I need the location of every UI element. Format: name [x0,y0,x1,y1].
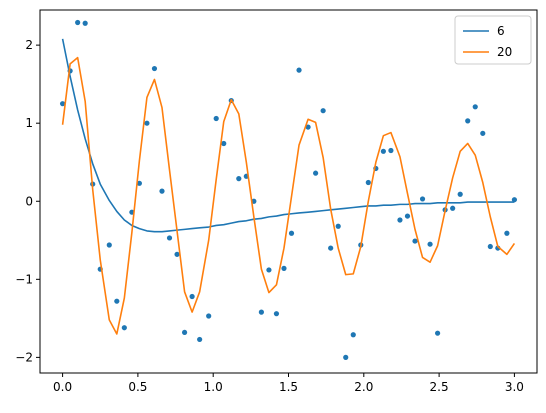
y-tick-label-3: 1 [25,116,33,130]
scatter-point-18 [197,336,203,343]
x-tick-label-4: 2.0 [354,380,373,394]
scatter-point-47 [419,196,426,202]
legend-label-20: 20 [497,45,512,59]
x-tick-label-3: 1.5 [279,380,298,394]
y-tick-label-2: 0 [25,194,33,208]
x-tick-label-6: 3.0 [505,380,524,394]
y-axis: −2 −1 0 1 2 [15,38,40,364]
scatter-point-3 [82,20,88,26]
scatter-point-23 [236,176,242,182]
scatter-point-34 [320,108,326,114]
scatter-point-26 [258,309,264,315]
scatter-point-36 [335,223,341,229]
series-lines [61,38,516,335]
scatter-point-14 [166,235,173,241]
scatter-point-58 [504,230,510,236]
scatter-point-13 [159,188,165,194]
y-tick-label-0: −2 [15,350,33,364]
legend-label-6: 6 [497,24,505,38]
scatter-point-37 [343,354,349,360]
scatter-point-55 [480,130,486,136]
scatter-point-59 [511,197,518,203]
scatter-point-40 [365,179,371,186]
scatter-point-35 [328,245,334,251]
scatter-point-51 [450,205,456,211]
scatter-point-30 [288,230,295,236]
scatter-point-21 [221,140,227,147]
scatter-point-15 [174,251,180,257]
scatter-point-7 [114,298,120,304]
scatter-point-6 [106,242,112,248]
scatter-point-46 [412,238,418,244]
scatter-point-49 [435,330,441,336]
x-tick-label-2: 1.0 [204,380,223,394]
scatter-point-16 [181,329,188,336]
y-tick-label-1: −1 [15,272,33,286]
scatter-point-19 [206,313,212,319]
scatter-point-29 [281,265,287,271]
scatter-point-20 [213,115,219,122]
x-tick-label-0: 0.0 [53,380,72,394]
scatter-point-32 [305,124,311,130]
scatter-point-12 [151,65,158,72]
legend-box [454,15,532,65]
scatter-point-33 [313,170,319,176]
scatter-point-2 [75,19,81,26]
scatter-point-45 [404,213,411,219]
scatter-point-27 [266,267,272,273]
x-axis: 0.0 0.5 1.0 1.5 2.0 2.5 3.0 [53,373,524,394]
scatter-point-17 [189,293,195,300]
scatter-point-42 [380,148,386,154]
scatter-point-43 [388,147,394,154]
scatter-point-8 [121,325,127,331]
scatter-point-10 [136,180,142,186]
scatter-point-28 [273,311,280,317]
scatter-point-56 [487,243,493,250]
scatter-point-48 [427,241,433,247]
x-tick-label-1: 0.5 [128,380,147,394]
series-line-6 [61,38,515,233]
scatter-point-53 [465,118,471,124]
scatter-point-0 [59,101,66,107]
x-tick-label-5: 2.5 [430,380,449,394]
y-tick-label-4: 2 [25,38,33,52]
scatter-point-44 [397,217,403,223]
scatter-point-38 [350,332,356,338]
legend: 6 20 [454,15,532,65]
scatter-point-31 [296,67,302,73]
scatter-point-54 [472,104,478,110]
scatter-point-11 [144,120,150,126]
series-line-20 [61,56,516,335]
scatter-point-52 [457,191,463,197]
